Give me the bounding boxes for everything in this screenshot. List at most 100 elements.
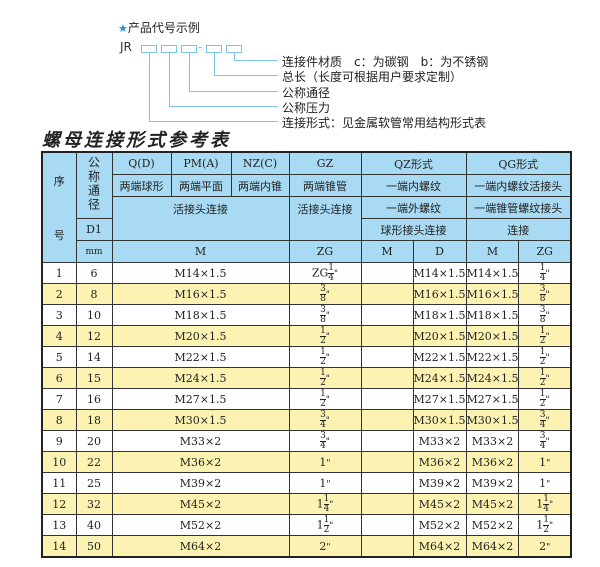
fraction-denominator: 4: [328, 272, 335, 283]
cell-zg: 1 1 4 ": [288, 493, 362, 515]
cell-qz-m: [360, 388, 414, 410]
table-row: 8 18 M30×1.5 3 4 " M30×1.5 M30×1.5 3 4 ": [41, 409, 572, 431]
header-dn-text: 公称通径: [86, 156, 101, 212]
leader-line: [214, 53, 215, 75]
fraction-numerator: 1: [543, 493, 550, 505]
fraction-numerator: 1: [320, 346, 326, 358]
fraction-numerator: 3: [539, 304, 546, 316]
inch-mark: ": [549, 500, 554, 510]
header-qg-m: M: [465, 240, 520, 263]
header-gz-desc: 两端锥管: [288, 174, 362, 197]
header-pm: PM(A): [170, 151, 232, 175]
fraction-numerator: 3: [539, 430, 546, 442]
table-row: 12 32 M45×2 1 1 4 " M45×2 M45×2 1 1 4 ": [41, 493, 572, 515]
cell-qz-m: [360, 430, 414, 452]
nut-connection-table: 序号 公称通径 Q(D) PM(A) NZ(C) GZ QZ形式 QG形式 两端…: [41, 151, 572, 558]
header-mm: mm: [75, 240, 113, 263]
cell-qg-zg: 1 2 ": [518, 367, 572, 389]
cell-qz-m: [360, 346, 414, 368]
fraction-denominator: 2: [539, 335, 546, 346]
cell-qg-zg: 3 4 ": [518, 430, 572, 452]
header-seq-bottom: 号: [53, 228, 65, 242]
cell-qz-d: M18×1.5: [412, 304, 467, 326]
fraction-denominator: 2: [543, 524, 550, 535]
cell-qz-m: [360, 325, 414, 347]
header-nz-desc: 两端内锥: [230, 174, 290, 197]
inch-mark: ": [545, 437, 550, 447]
cell-no: 4: [41, 325, 77, 347]
fraction-denominator: 4: [539, 272, 546, 283]
table-title: 螺母连接形式参考表: [42, 130, 231, 151]
cell-qz-d: M27×1.5: [412, 388, 467, 410]
cell-qg-zg: 1 2 ": [518, 388, 572, 410]
inch-mark: ": [325, 416, 330, 426]
legend-title-text: 产品代号示例: [127, 21, 200, 35]
cell-zg: 1 2 ": [288, 325, 362, 347]
fraction-denominator: 2: [320, 356, 326, 367]
cell-qg-zg: 2": [518, 535, 572, 558]
code-box-diameter: [181, 45, 197, 53]
fraction-numerator: 3: [320, 304, 326, 316]
inch-mark: ": [329, 521, 334, 531]
cell-qz-m: [360, 451, 414, 473]
cell-dn: 50: [75, 535, 113, 558]
inch-mark: ": [325, 353, 330, 363]
cell-qg-m: M39×2: [465, 472, 520, 494]
cell-m: M20×1.5: [111, 325, 290, 347]
leader-line: [149, 121, 278, 122]
cell-m: M39×2: [111, 472, 290, 494]
cell-qg-m: M16×1.5: [465, 283, 520, 305]
rows.12.qg_zg-pre: 1: [536, 518, 544, 531]
header-zg: ZG: [288, 240, 362, 263]
fraction-denominator: 2: [539, 398, 546, 409]
cell-zg: 2": [288, 535, 362, 558]
inch-mark: ": [546, 458, 551, 469]
cell-qz-m: [360, 409, 414, 431]
rows.13.zg-pre: 2: [319, 539, 327, 553]
rows.13.qg_zg-pre: 2: [539, 539, 547, 553]
cell-no: 3: [41, 304, 77, 326]
header-dn: 公称通径: [75, 151, 113, 219]
cell-qz-d: M30×1.5: [412, 409, 467, 431]
table-row: 2 8 M16×1.5 3 8 " M16×1.5 M16×1.5 3 8 ": [41, 283, 572, 305]
inch-mark: ": [545, 269, 550, 279]
fraction-denominator: 2: [539, 377, 546, 388]
fraction-numerator: 1: [539, 262, 546, 274]
cell-qg-zg: 3 4 ": [518, 409, 572, 431]
cell-dn: 22: [75, 451, 113, 473]
inch-mark: ": [545, 416, 550, 426]
inch-mark: ": [334, 269, 339, 279]
cell-qg-m: M30×1.5: [465, 409, 520, 431]
header-qz: QZ形式: [360, 151, 467, 175]
inch-mark: ": [325, 437, 330, 447]
cell-no: 1: [41, 262, 77, 284]
cell-m: M14×1.5: [111, 262, 290, 284]
code-box-length: [206, 45, 222, 53]
fraction-numerator: 1: [539, 346, 546, 358]
leader-line: [169, 106, 278, 107]
header-qz-conn2: 球形接头连接: [360, 218, 467, 241]
cell-qz-d: M45×2: [412, 493, 467, 515]
cell-qz-m: [360, 367, 414, 389]
fraction-numerator: 3: [539, 283, 546, 295]
fraction-denominator: 2: [320, 398, 326, 409]
table-row: 3 10 M18×1.5 3 8 " M18×1.5 M18×1.5 3 8 ": [41, 304, 572, 326]
cell-qz-m: [360, 283, 414, 305]
rows.12.zg-pre: 1: [316, 518, 324, 531]
table-row: 7 16 M27×1.5 1 2 " M27×1.5 M27×1.5 1 2 ": [41, 388, 572, 410]
cell-qz-d: M14×1.5: [412, 262, 467, 284]
cell-qg-m: M20×1.5: [465, 325, 520, 347]
rows.9.zg-pre: 1: [319, 455, 327, 469]
fraction-denominator: 8: [539, 314, 546, 325]
